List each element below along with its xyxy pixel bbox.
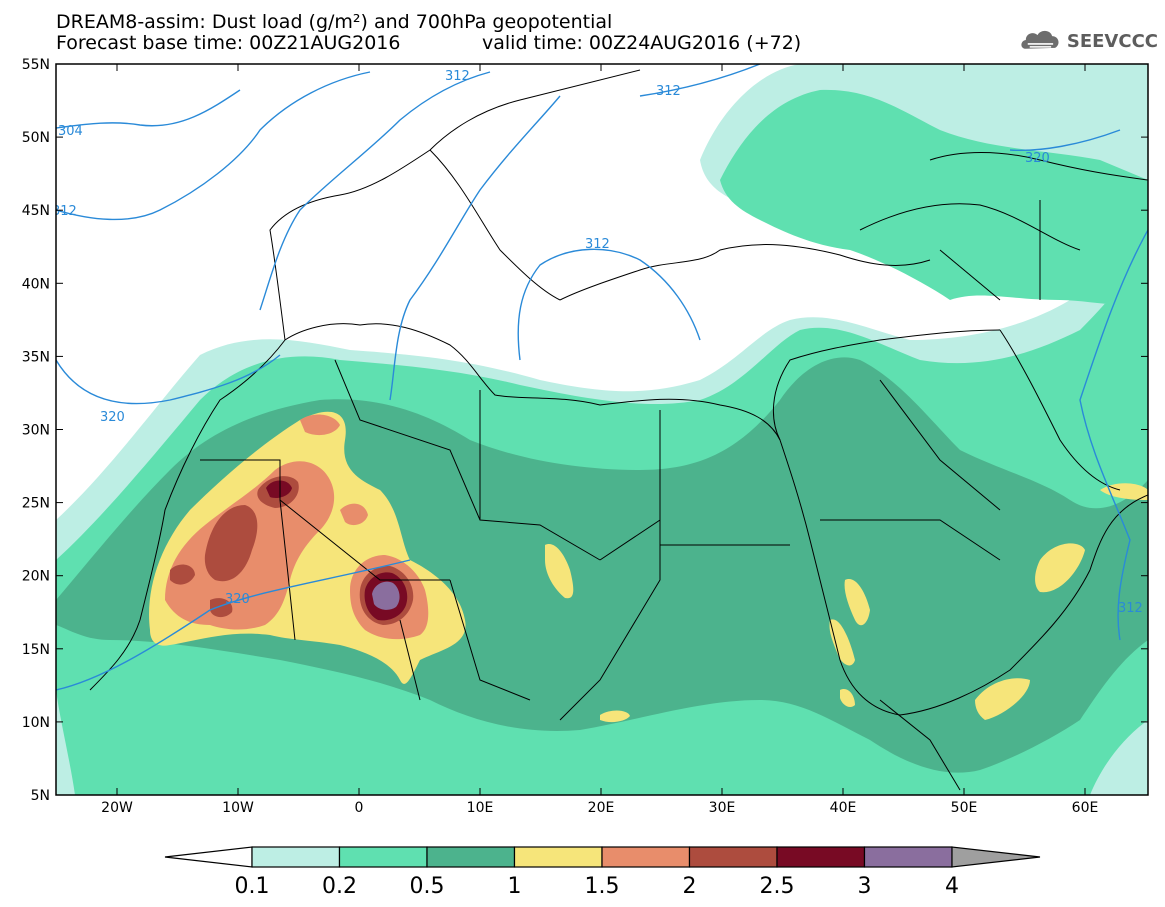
lat-label: 25N [22,496,50,512]
lon-label: 60E [1072,800,1099,816]
lat-label: 40N [22,276,50,292]
colorbar-tick-label: 4 [945,874,959,899]
cloud-icon [1021,30,1059,49]
lon-label: 40E [830,800,857,816]
colorbar-tick-label: 0.5 [410,874,445,899]
colorbar-segment [426,846,516,868]
colorbar-tick-label: 1.5 [585,874,620,899]
lat-label: 45N [22,203,50,219]
lon-label: 30E [709,800,736,816]
svg-text:312: 312 [585,237,610,252]
colorbar-segment [601,846,691,868]
svg-text:312: 312 [52,204,77,219]
lon-label: 0 [355,800,364,816]
lon-label: 20E [588,800,615,816]
coastlines [89,69,1148,791]
colorbar-tick-label: 0.2 [322,874,357,899]
contour-labels: 304 312 312 312 312 320 320 320 312 [52,69,1143,616]
colorbar-segment [863,846,953,868]
colorbar-low-arrow [164,846,253,868]
lat-label: 50N [22,130,50,146]
colorbar-tick-label: 2.5 [760,874,795,899]
svg-text:312: 312 [656,84,681,99]
lat-label: 15N [22,642,50,658]
colorbar-segment [338,846,428,868]
svg-text:312: 312 [445,69,470,84]
dust-level-3 [372,581,400,610]
svg-text:304: 304 [58,124,83,139]
lon-label: 10E [467,800,494,816]
longitude-axis: 20W 10W 0 10E 20E 30E 40E 50E 60E [101,64,1098,816]
colorbar-tick-label: 2 [683,874,697,899]
lat-label: 55N [22,57,50,73]
lat-label: 20N [22,569,50,585]
colorbar-tick-label: 0.1 [235,874,270,899]
forecast-base-time: Forecast base time: 00Z21AUG2016 [56,32,401,54]
colorbar-segment [776,846,866,868]
map-title: DREAM8-assim: Dust load (g/m²) and 700hP… [56,11,613,33]
svg-text:320: 320 [1025,151,1050,166]
colorbar-segment [688,846,778,868]
dust-level-1 [149,411,1148,723]
colorbar-tick-label: 1 [508,874,522,899]
lon-label: 10W [222,800,254,816]
latitude-axis: 55N 50N 45N 40N 35N 30N 25N 20N 15N 10N 5N [22,57,1148,804]
colorbar-segment [513,846,603,868]
lat-label: 5N [31,788,50,804]
geopotential-contours [56,64,1148,691]
lat-label: 30N [22,423,50,439]
colorbar-segment [251,846,341,868]
dust-level-2 [170,476,414,625]
lat-label: 35N [22,349,50,365]
logo-text: SEEVCCC [1066,30,1158,52]
valid-time: valid time: 00Z24AUG2016 (+72) [482,32,802,54]
svg-text:320: 320 [225,592,250,607]
lon-label: 50E [951,800,978,816]
colorbar-tick-label: 3 [858,874,872,899]
colorbar: 0.1 0.2 0.5 1 1.5 2 2.5 3 4 [164,846,1041,899]
lat-label: 10N [22,715,50,731]
seevccc-logo: SEEVCCC [1018,26,1158,56]
colorbar-high-arrow [951,846,1041,868]
svg-text:312: 312 [1118,601,1143,616]
lon-label: 20W [101,800,133,816]
dust-level-2-5 [266,480,408,621]
svg-text:320: 320 [100,410,125,425]
